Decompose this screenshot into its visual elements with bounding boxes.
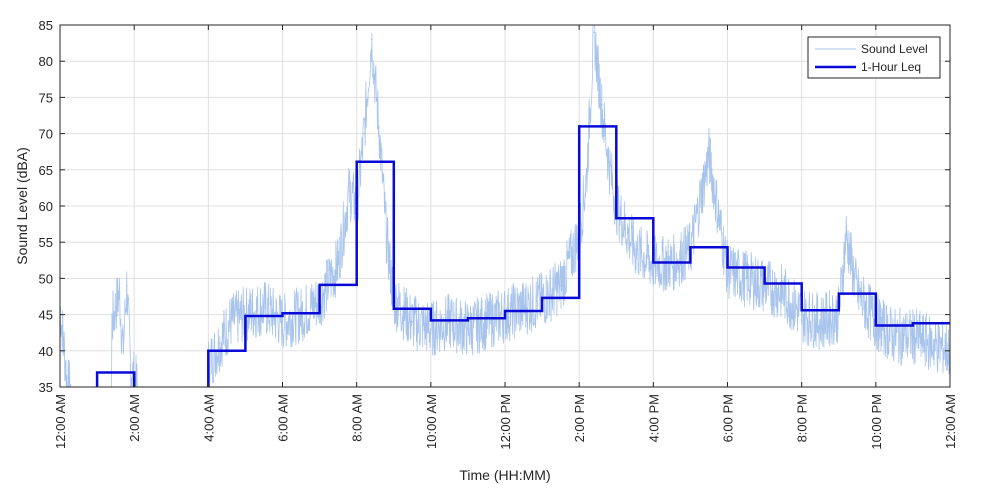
x-tick-label: 4:00 AM [201,394,216,442]
y-tick-label: 75 [39,90,53,105]
y-tick-label: 60 [39,199,53,214]
sound-level-point [114,306,117,309]
sound-level-point [129,364,132,367]
sound-level-point [782,292,784,294]
x-tick-label: 10:00 AM [424,394,439,449]
series-layer [60,25,950,387]
x-axis: 12:00 AM 2:00 AM 4:00 AM 6:00 AM 8:00 AM 10:0… [53,25,958,450]
x-tick-label: 10:00 PM [869,394,884,450]
sound-level-point [633,248,636,251]
one-hour-leq-series-line [95,125,950,387]
sound-level-point [218,342,221,345]
sound-level-point [411,321,414,323]
sound-level-point [430,328,432,330]
sound-level-point [378,125,380,128]
sound-level-point [370,38,373,41]
y-tick-label: 85 [39,18,53,33]
legend: Sound Level 1-Hour Leq [807,36,941,79]
sound-level-point [125,284,128,287]
sound-level-series-line [60,25,950,387]
sound-level-point [819,321,822,323]
sound-level-point [837,313,840,316]
sound-level-point [485,321,488,323]
x-tick-label: 2:00 AM [127,394,142,442]
sound-level-point [930,342,933,345]
sound-level-point [726,270,729,272]
y-axis: 35 40 45 50 55 60 65 70 75 80 85 [39,18,950,395]
y-tick-label: 50 [39,271,53,286]
y-tick-label: 80 [39,54,53,69]
y-tick-label: 70 [39,127,53,142]
sound-level-point [608,161,610,164]
sound-level-point [593,31,595,34]
sound-level-point [467,328,469,330]
sound-level-point [522,306,525,309]
x-tick-label: 8:00 AM [350,394,365,442]
sound-level-point [745,277,747,280]
sound-level-point [363,132,365,135]
sound-level-point [763,284,766,287]
x-tick-label: 6:00 PM [721,394,736,442]
sound-level-point [600,103,603,106]
sound-level-point [708,154,710,157]
x-axis-title: Time (HH:MM) [459,467,550,483]
sound-level-point [800,313,803,316]
legend-1-hour-leq-label: 1-Hour Leq [861,60,921,74]
y-axis-title: Sound Level (dBA) [14,147,30,265]
sound-level-point [118,292,121,294]
y-tick-label: 65 [39,163,53,178]
legend-box [807,36,941,79]
sound-level-point [122,350,124,352]
sound-level-point [62,342,65,345]
sound-level-point [281,321,284,323]
sound-level-point [229,321,232,323]
x-tick-label: 12:00 AM [943,394,958,449]
x-tick-label: 12:00 PM [498,394,513,450]
y-tick-label: 40 [39,344,53,359]
x-tick-label: 12:00 AM [53,394,68,449]
y-tick-label: 45 [39,308,53,323]
x-tick-label: 2:00 PM [572,394,587,442]
x-tick-label: 4:00 PM [646,394,661,442]
sound-level-point [585,176,588,178]
x-tick-label: 6:00 AM [276,394,291,442]
y-tick-label: 35 [39,380,53,395]
sound-level-point [845,234,847,236]
sound-level-point [348,190,351,193]
sound-level-point [385,234,388,236]
legend-sound-level-label: Sound Level [861,42,928,56]
sound-level-point [263,306,265,309]
sound-level-point [559,284,562,287]
y-tick-label: 55 [39,235,53,250]
sound-level-point [893,335,896,338]
sound-level-point [337,263,339,265]
sound-level-point [912,335,914,338]
x-tick-label: 8:00 PM [795,394,810,442]
